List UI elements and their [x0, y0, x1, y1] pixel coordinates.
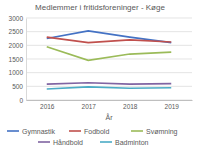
x-tick-label: 2018	[123, 103, 138, 110]
y-tick: 3000	[9, 15, 26, 22]
grid-line	[26, 72, 192, 73]
y-tick: 1500	[9, 56, 26, 63]
legend-label: Gymnastik	[22, 128, 56, 136]
x-tick: 2017	[82, 100, 97, 110]
line	[47, 47, 172, 61]
legend-swatch	[7, 130, 19, 132]
y-tick-label: 1000	[9, 69, 24, 76]
legend: Gymnastik Fodbold Svømning Håndbold Badminto…	[7, 128, 178, 146]
line	[47, 31, 172, 43]
legend-item: Fodbold	[69, 128, 109, 135]
grid	[26, 18, 192, 100]
legend-item: Svømning	[131, 128, 178, 136]
y-tick-label: 500	[12, 83, 23, 90]
x-axis: 2016 2017 2018 2019	[27, 100, 193, 110]
y-tick-label: 2500	[9, 28, 24, 35]
y-tick-label: 3000	[9, 15, 24, 22]
line	[47, 87, 172, 89]
legend-item: Badminton	[100, 139, 149, 146]
y-axis-line	[26, 19, 27, 101]
grid-line	[26, 31, 192, 32]
y-tick: 2500	[9, 28, 26, 35]
grid-line	[26, 45, 192, 46]
legend-label: Badminton	[115, 139, 149, 146]
x-axis-title: År	[106, 113, 114, 121]
y-axis: 0 500 1000 1500 2000 2500 3000	[9, 15, 27, 104]
y-tick: 2000	[9, 42, 26, 49]
y-tick-label: 0	[19, 97, 23, 104]
y-tick: 500	[12, 83, 26, 90]
grid-line	[26, 59, 192, 60]
legend-swatch	[100, 141, 112, 143]
y-tick-label: 1500	[9, 56, 24, 63]
line	[47, 37, 172, 42]
y-tick-label: 2000	[9, 42, 24, 49]
x-tick: 2016	[40, 100, 55, 110]
series-group	[47, 31, 172, 89]
x-tick: 2019	[165, 100, 180, 110]
title: Medlemmer i fritidsforeninger - Køge	[35, 3, 165, 12]
y-tick: 0	[19, 97, 26, 104]
y-tick: 1000	[9, 69, 26, 76]
plot: 0 500 1000 1500 2000 2500 3000 2016 2017 2018 2019	[9, 15, 193, 110]
x-tick-label: 2016	[40, 103, 55, 110]
chart: Medlemmer i fritidsforeninger - Køge 0 500…	[0, 0, 200, 150]
line	[47, 83, 172, 84]
legend-label: Fodbold	[84, 128, 109, 135]
legend-swatch	[38, 141, 50, 143]
grid-line	[26, 18, 192, 19]
x-tick-label: 2019	[165, 103, 180, 110]
legend-swatch	[131, 130, 143, 132]
grid-line	[26, 100, 192, 101]
x-axis-line	[27, 100, 193, 101]
x-tick: 2018	[123, 100, 138, 110]
grid-line	[26, 86, 192, 87]
legend-label: Svømning	[146, 128, 178, 136]
legend-label: Håndbold	[53, 139, 83, 146]
legend-swatch	[69, 130, 81, 132]
legend-item: Gymnastik	[7, 128, 56, 136]
legend-item: Håndbold	[38, 139, 83, 146]
x-tick-label: 2017	[82, 103, 97, 110]
